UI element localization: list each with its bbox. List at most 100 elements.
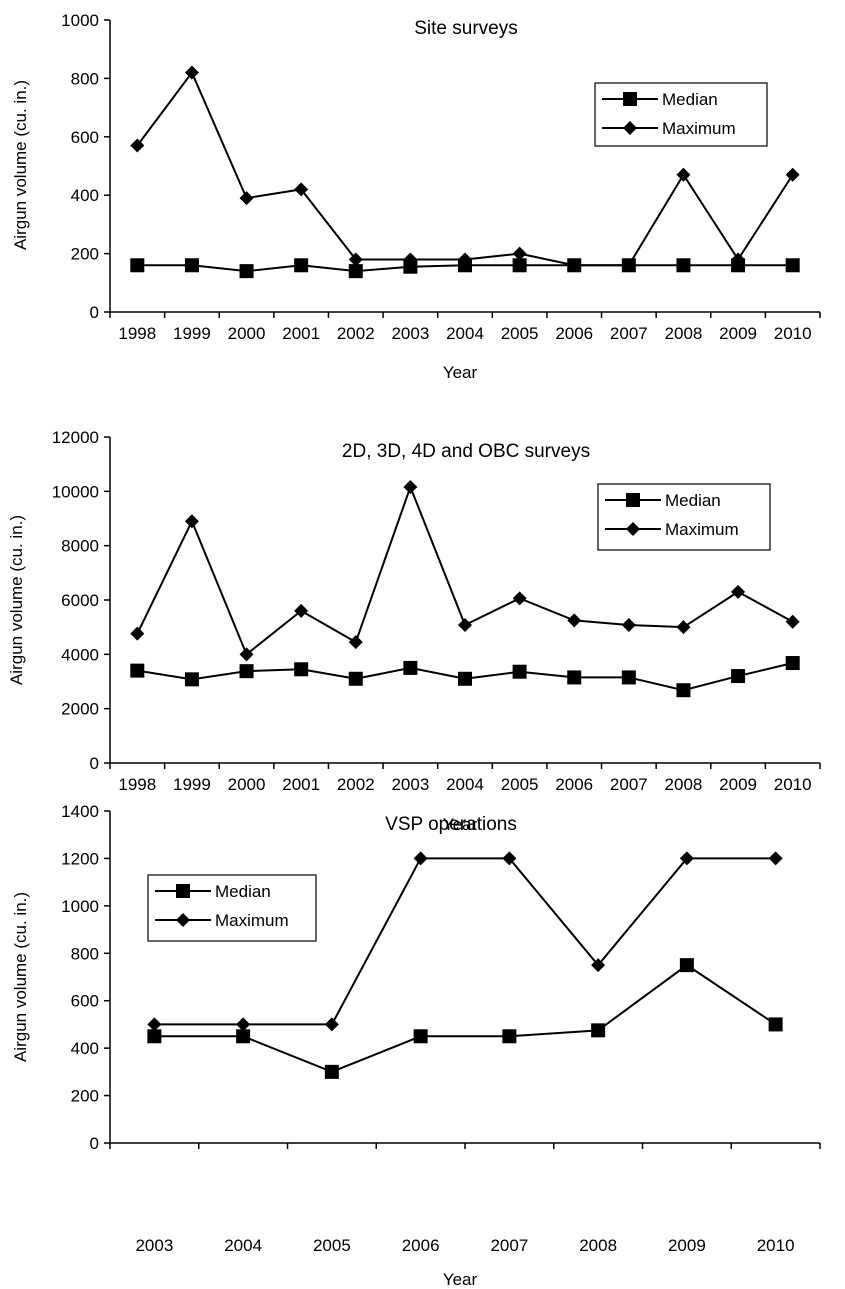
x-tick-label: 2007	[610, 324, 648, 343]
x-tick-label: 2005	[501, 324, 539, 343]
data-point	[324, 1064, 339, 1079]
legend-marker	[176, 884, 190, 898]
data-point	[785, 614, 800, 629]
x-tick-label: 2005	[501, 775, 539, 794]
data-point	[676, 683, 691, 698]
y-tick-label: 10000	[52, 482, 99, 501]
data-point	[184, 65, 199, 80]
x-tick-label: 1998	[118, 775, 156, 794]
data-point	[236, 1029, 251, 1044]
data-point	[458, 671, 472, 686]
y-tick-label: 8000	[61, 537, 99, 556]
y-tick-label: 1200	[61, 849, 99, 868]
x-tick-label: 2010	[774, 775, 812, 794]
x-tick-label: 2005	[313, 1236, 351, 1255]
legend-label: Median	[665, 491, 721, 510]
data-point	[785, 656, 800, 671]
data-point	[731, 584, 746, 599]
series-median	[130, 656, 800, 698]
data-point	[239, 664, 254, 679]
chart-panel-3: VSP operations 0 200 400 600 800 1000 1200 1400 2…	[11, 802, 821, 1289]
x-tick-label: 2008	[665, 324, 703, 343]
legend-label: Median	[215, 882, 271, 901]
y-tick-label: 1000	[61, 897, 99, 916]
data-point	[413, 851, 428, 866]
data-point	[236, 1017, 251, 1032]
data-point	[458, 252, 472, 267]
x-tick-label: 1998	[118, 324, 156, 343]
x-tick-label: 2003	[391, 775, 429, 794]
y-tick-label: 200	[71, 245, 99, 264]
data-point	[294, 662, 309, 677]
legend-marker	[176, 913, 190, 927]
data-point	[512, 664, 527, 679]
series-maximum	[130, 479, 800, 662]
y-axis-label: Airgun volume (cu. in.)	[7, 515, 26, 685]
data-point	[294, 603, 309, 618]
data-point	[184, 514, 199, 529]
x-tick-label: 2009	[668, 1236, 706, 1255]
legend-label: Maximum	[665, 520, 739, 539]
data-point	[130, 663, 145, 678]
data-point	[502, 1029, 517, 1044]
x-tick-label: 2008	[665, 775, 703, 794]
data-point	[621, 617, 636, 632]
data-point	[621, 670, 636, 685]
data-point	[348, 252, 363, 267]
x-tick-label: 2009	[719, 324, 757, 343]
data-point	[768, 851, 783, 866]
data-point	[184, 672, 199, 687]
legend-marker	[626, 493, 640, 507]
x-tick-label: 2002	[337, 775, 375, 794]
data-point	[621, 258, 636, 273]
x-tick-label: 2010	[774, 324, 812, 343]
x-tick-label: 2006	[555, 775, 593, 794]
x-tick-label: 2006	[555, 324, 593, 343]
y-tick-label: 6000	[61, 591, 99, 610]
y-tick-label: 0	[90, 303, 99, 322]
data-point	[147, 1017, 162, 1032]
y-tick-label: 0	[90, 1134, 99, 1153]
data-point	[348, 635, 363, 650]
data-point	[413, 1029, 428, 1044]
x-tick-label: 2009	[719, 775, 757, 794]
data-point	[567, 258, 582, 273]
data-point	[567, 613, 582, 628]
data-point	[147, 1029, 162, 1044]
data-point	[512, 258, 527, 273]
data-point	[458, 617, 472, 632]
data-point	[130, 626, 145, 641]
y-axis-label: Airgun volume (cu. in.)	[11, 80, 30, 250]
data-point	[512, 246, 527, 261]
x-axis-label: Year	[443, 363, 478, 382]
data-point	[676, 167, 691, 182]
x-tick-label: 2001	[282, 775, 320, 794]
x-tick-label: 2010	[757, 1236, 795, 1255]
x-axis-label: Year	[443, 815, 478, 834]
legend-marker	[623, 92, 637, 106]
y-tick-label: 4000	[61, 645, 99, 664]
y-tick-label: 1000	[61, 11, 99, 30]
legend-marker	[623, 121, 637, 135]
data-point	[679, 958, 694, 973]
chart-title: Site surveys	[414, 18, 517, 39]
data-point	[403, 660, 418, 675]
data-point	[348, 264, 363, 279]
y-tick-label: 800	[71, 944, 99, 963]
x-tick-label: 2004	[446, 324, 484, 343]
data-point	[403, 479, 418, 494]
x-tick-label: 2008	[579, 1236, 617, 1255]
x-tick-label: 2003	[135, 1236, 173, 1255]
legend-label: Maximum	[215, 911, 289, 930]
x-tick-label: 2002	[337, 324, 375, 343]
y-tick-label: 400	[71, 1039, 99, 1058]
x-tick-label: 2004	[446, 775, 484, 794]
data-point	[731, 252, 746, 267]
data-point	[184, 258, 199, 273]
data-point	[731, 669, 746, 684]
data-point	[239, 647, 254, 662]
x-tick-label: 1999	[173, 775, 211, 794]
data-point	[676, 620, 691, 635]
data-point	[403, 252, 418, 267]
chart-title: 2D, 3D, 4D and OBC surveys	[342, 441, 590, 462]
